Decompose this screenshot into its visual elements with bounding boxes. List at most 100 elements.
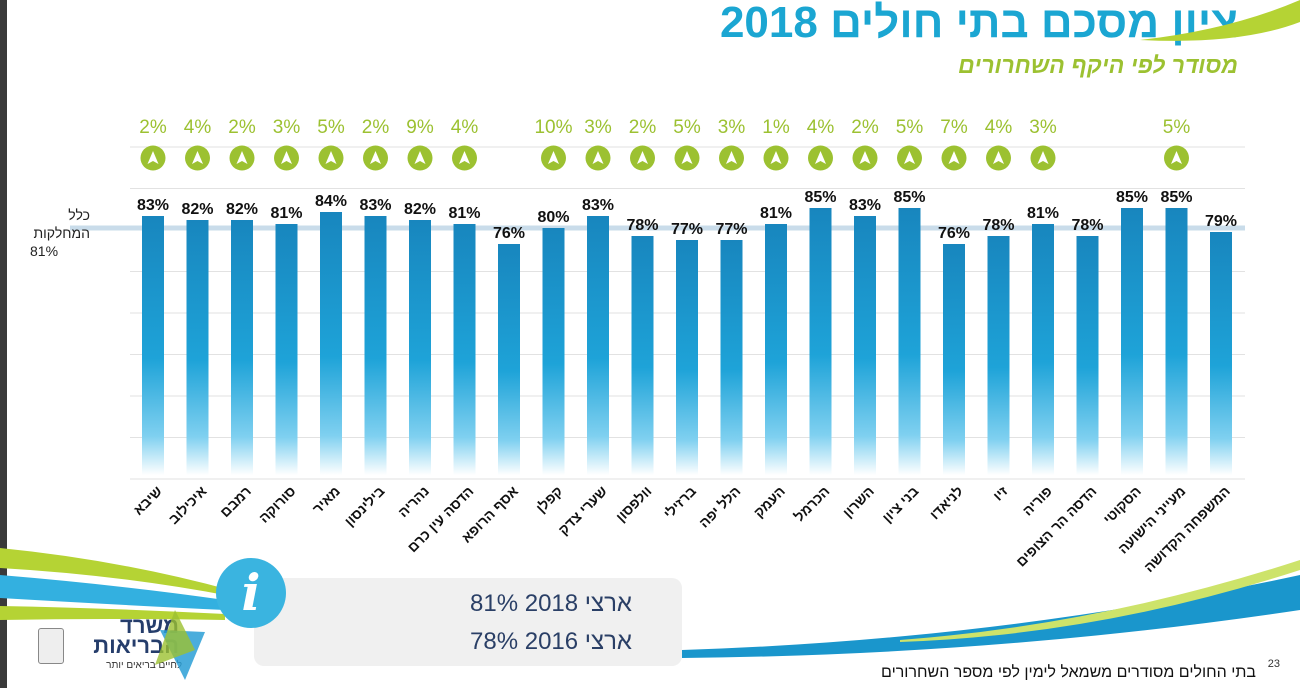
average-label: כלל המחלקות 81% [30, 206, 90, 260]
increase-label: 4% [451, 117, 479, 138]
logo-name-line2: הבריאות [93, 633, 179, 658]
bar [231, 220, 253, 475]
data-label: 83% [137, 197, 169, 214]
bar [1032, 224, 1054, 475]
increase-label: 4% [184, 117, 212, 138]
increase-label: 1% [762, 117, 790, 138]
category-label: רמבם [217, 483, 254, 520]
increase-label: 3% [273, 117, 301, 138]
data-label: 82% [226, 201, 258, 218]
page-number: 23 [1267, 658, 1280, 670]
up-arrow-glyph [592, 151, 604, 164]
increase-label: 5% [896, 117, 924, 138]
category-label: בני ציון [879, 483, 922, 526]
footer-note: בתי החולים מסודרים משמאל לימין לפי מספר … [881, 664, 1256, 681]
bar [587, 216, 609, 475]
data-label: 85% [893, 189, 925, 206]
increase-label: 2% [362, 117, 390, 138]
increase-label: 2% [851, 117, 879, 138]
decor-swoosh-left-blue [0, 575, 225, 610]
up-arrow-glyph [236, 151, 248, 164]
category-label: פוריה [1019, 483, 1055, 519]
bar [676, 240, 698, 475]
data-label: 80% [537, 209, 569, 226]
up-arrow-glyph [859, 151, 871, 164]
bar [1210, 232, 1232, 475]
ministry-logo: משרד הבריאות לחיים בריאים יותר [30, 610, 230, 680]
increase-label: 3% [1029, 117, 1057, 138]
category-label: הסקוטי [1100, 483, 1144, 527]
emblem-icon [38, 628, 64, 664]
category-label: הדסה הר הצופים [1013, 483, 1100, 570]
up-arrow-glyph [1171, 151, 1182, 164]
bar [631, 236, 654, 475]
data-label: 78% [1071, 217, 1103, 234]
data-label: 77% [715, 221, 747, 238]
average-label-text: כלל המחלקות [33, 207, 90, 241]
category-label: נהריה [395, 483, 432, 520]
info-national-2016: ארצי 2016 78% [470, 628, 632, 655]
data-label: 85% [804, 189, 836, 206]
bar [809, 208, 832, 475]
up-arrow-glyph [726, 151, 737, 164]
category-label: השרון [839, 483, 877, 521]
up-arrow-glyph [993, 151, 1004, 164]
bar [409, 220, 431, 475]
bar [364, 216, 387, 475]
increase-label: 3% [584, 117, 612, 138]
category-label: העמק [750, 483, 788, 521]
bar [320, 212, 342, 475]
data-label: 85% [1160, 189, 1192, 206]
increase-label: 4% [807, 117, 835, 138]
category-label: המשפחה הקדושה [1141, 483, 1233, 575]
category-label: מאיר [309, 483, 343, 517]
logo-name: משרד הבריאות [93, 615, 179, 658]
up-arrow-glyph [147, 151, 159, 164]
up-arrow-glyph [548, 151, 559, 164]
up-arrow-glyph [815, 151, 826, 164]
up-arrow-glyph [1037, 151, 1049, 164]
window-edge [0, 0, 7, 688]
increase-label: 9% [406, 117, 434, 138]
decor-swoosh-bottom-right [682, 575, 1300, 658]
decor-swoosh-left-lime [0, 548, 230, 596]
data-label: 81% [448, 205, 480, 222]
logo-tagline: לחיים בריאים יותר [106, 660, 182, 671]
bar [943, 244, 965, 475]
increase-label: 5% [1163, 117, 1191, 138]
page-subtitle: מסודר לפי היקף השחרורים [958, 52, 1238, 78]
category-label: שערי צדק [555, 483, 610, 538]
category-label: ברזילי [660, 483, 699, 522]
data-label: 81% [1027, 205, 1059, 222]
bar [987, 236, 1010, 475]
category-label: הכרמל [791, 483, 833, 525]
data-label: 79% [1205, 213, 1237, 230]
up-arrow-glyph [637, 151, 648, 164]
up-arrow-glyph [370, 151, 381, 164]
data-label: 76% [493, 225, 525, 242]
up-arrow-glyph [681, 151, 693, 164]
bar [453, 224, 476, 475]
bar [765, 224, 787, 475]
increase-label: 5% [317, 117, 345, 138]
data-label: 81% [270, 205, 302, 222]
decor-swoosh-top-right [1140, 0, 1300, 41]
up-arrow-glyph [281, 151, 292, 164]
category-label: לניאדו [926, 483, 966, 523]
average-value: 81% [30, 243, 59, 259]
increase-label: 3% [718, 117, 746, 138]
data-label: 83% [582, 197, 614, 214]
category-label: וולפסון [613, 483, 655, 525]
bar [1076, 236, 1099, 475]
increase-label: 2% [629, 117, 657, 138]
bar [275, 224, 298, 475]
bar [1121, 208, 1143, 475]
increase-label: 5% [673, 117, 701, 138]
increase-label: 2% [139, 117, 167, 138]
data-label: 85% [1116, 189, 1148, 206]
info-box: ארצי 2018 81% ארצי 2016 78% [254, 578, 682, 666]
bar [1165, 208, 1188, 475]
data-label: 84% [315, 193, 347, 210]
decor-swoosh-left-lime2 [0, 606, 225, 620]
